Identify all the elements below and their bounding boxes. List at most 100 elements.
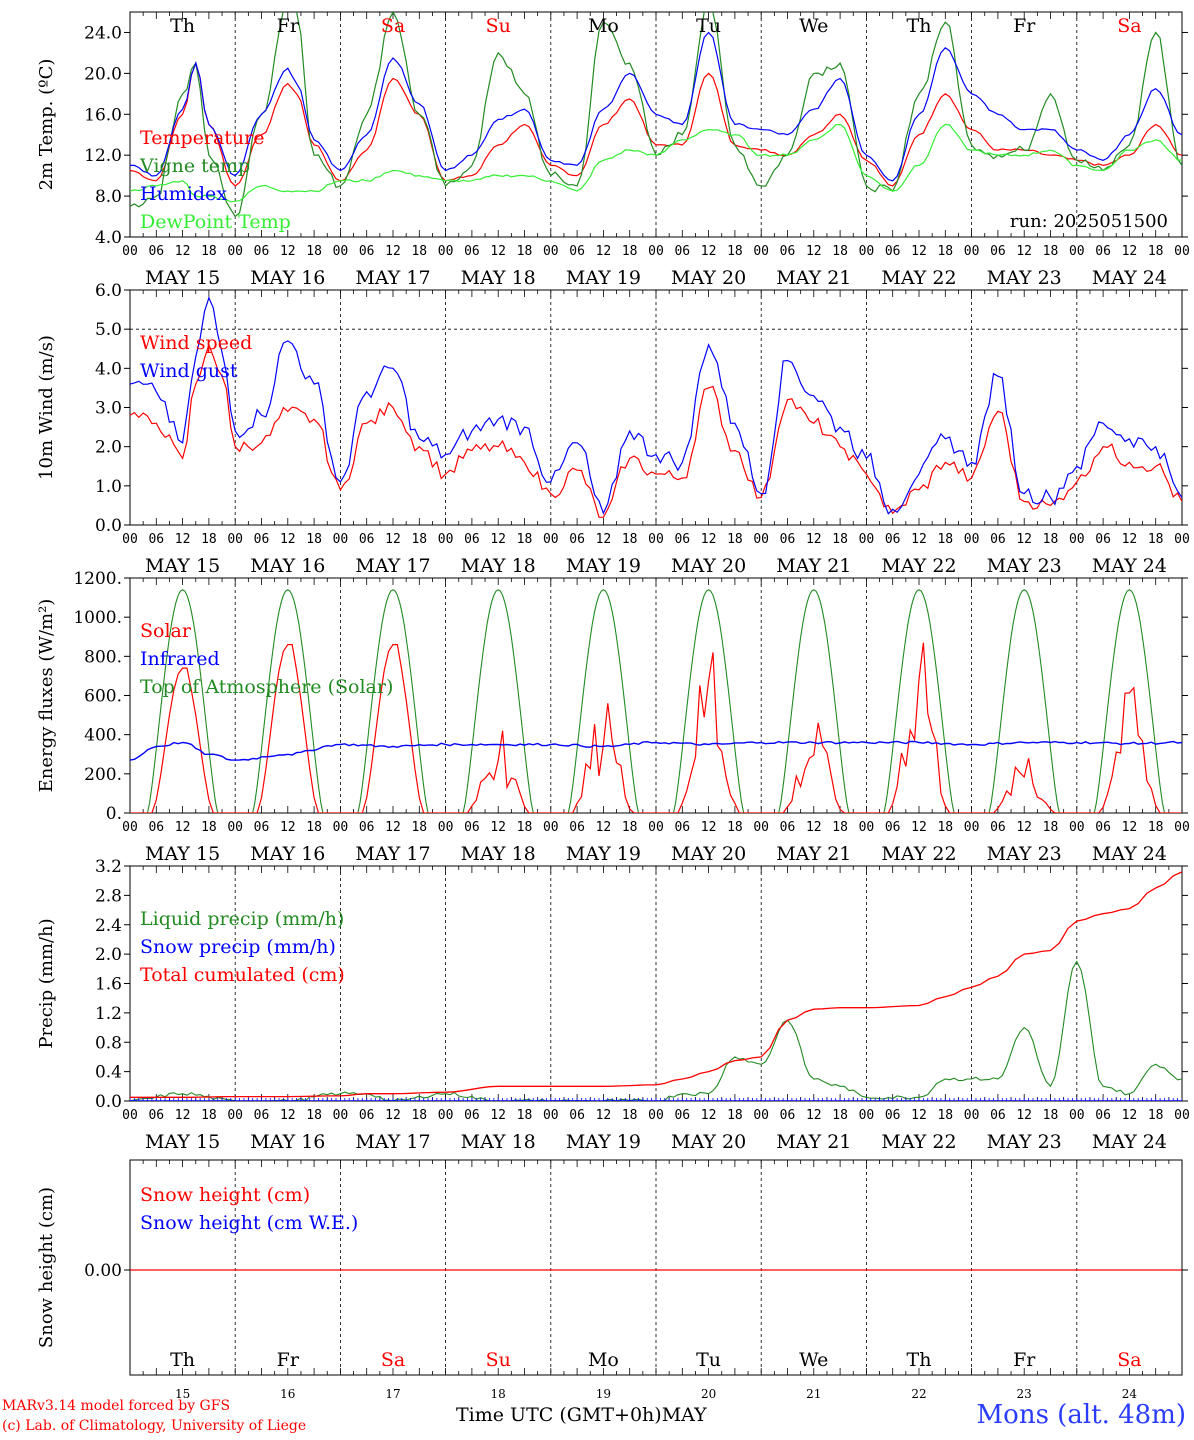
- x-hour-label: 12: [806, 532, 822, 547]
- x-hour-label: 00: [964, 1108, 980, 1123]
- x-hour-label: 06: [569, 1108, 585, 1123]
- x-hour-label: 06: [464, 1108, 480, 1123]
- day-number: 16: [280, 1387, 295, 1401]
- y-tick-label: 20.0: [84, 64, 122, 84]
- x-hour-label: 06: [780, 1108, 796, 1123]
- legend-entry: Top of Atmosphere (Solar): [140, 676, 393, 698]
- x-date-label: MAY 15: [145, 1131, 220, 1153]
- day-number: 17: [385, 1387, 400, 1401]
- x-hour-label: 06: [1095, 532, 1111, 547]
- x-hour-label: 12: [1016, 532, 1032, 547]
- x-hour-label: 06: [254, 820, 270, 835]
- x-hour-label: 12: [1016, 820, 1032, 835]
- x-hour-label: 00: [1069, 532, 1085, 547]
- station-name: Mons (alt. 48m): [976, 1400, 1186, 1430]
- x-hour-label: 00: [1174, 1108, 1190, 1123]
- x-axis-label: Time UTC (GMT+0h): [456, 1404, 662, 1426]
- x-hour-label: 06: [1095, 1108, 1111, 1123]
- x-hour-label: 06: [569, 820, 585, 835]
- x-date-label: MAY 22: [881, 267, 956, 289]
- x-hour-label: 12: [1016, 1108, 1032, 1123]
- x-hour-label: 06: [990, 1108, 1006, 1123]
- x-hour-label: 18: [937, 244, 953, 259]
- x-hour-label: 00: [753, 820, 769, 835]
- y-tick-label: 1200.: [73, 569, 122, 589]
- x-hour-label: 18: [832, 244, 848, 259]
- y-tick-label: 0.0: [95, 1092, 122, 1112]
- x-hour-label: 18: [937, 820, 953, 835]
- x-date-label: MAY 16: [250, 1131, 325, 1153]
- x-hour-label: 12: [280, 244, 296, 259]
- x-hour-label: 18: [622, 244, 638, 259]
- x-hour-label: 06: [885, 1108, 901, 1123]
- day-number: 19: [596, 1387, 611, 1401]
- day-name-top: Tu: [696, 15, 721, 37]
- x-date-label: MAY 23: [987, 1131, 1062, 1153]
- x-hour-label: 12: [806, 244, 822, 259]
- y-tick-label: 24.0: [84, 23, 122, 43]
- x-hour-label: 12: [280, 532, 296, 547]
- x-hour-label: 06: [359, 532, 375, 547]
- y-axis-label: Energy fluxes (W/m²): [36, 599, 57, 793]
- x-hour-label: 18: [411, 244, 427, 259]
- x-hour-label: 06: [148, 820, 164, 835]
- y-tick-label: 0.4: [95, 1063, 122, 1083]
- day-name-top: Fr: [1013, 15, 1036, 37]
- series-line-toa: [130, 589, 1182, 813]
- x-hour-label: 12: [701, 820, 717, 835]
- day-name-bottom: Mo: [588, 1349, 619, 1371]
- legend-entry: Humidex: [140, 183, 227, 205]
- day-name-top: Su: [486, 15, 511, 37]
- x-hour-label: 00: [227, 532, 243, 547]
- x-hour-label: 00: [1069, 244, 1085, 259]
- x-hour-label: 00: [1174, 532, 1190, 547]
- series-line-liquid: [130, 960, 1182, 1101]
- x-date-label: MAY 21: [776, 843, 851, 865]
- y-tick-label: 4.0: [95, 359, 122, 379]
- x-hour-label: 00: [1174, 820, 1190, 835]
- x-hour-label: 00: [333, 244, 349, 259]
- series-line-solar: [130, 642, 1182, 813]
- x-hour-label: 18: [1043, 532, 1059, 547]
- x-hour-label: 00: [438, 244, 454, 259]
- y-tick-label: 1.6: [95, 975, 122, 995]
- series-line-cumulated: [130, 871, 1182, 1098]
- legend-entry: Snow height (cm W.E.): [140, 1212, 358, 1234]
- x-hour-label: 18: [201, 532, 217, 547]
- x-date-label: MAY 19: [566, 1131, 641, 1153]
- x-hour-label: 06: [464, 532, 480, 547]
- x-hour-label: 06: [569, 244, 585, 259]
- x-hour-label: 12: [385, 244, 401, 259]
- legend-entry: Snow height (cm): [140, 1184, 310, 1206]
- x-hour-label: 12: [385, 820, 401, 835]
- x-hour-label: 18: [306, 532, 322, 547]
- series-line-1: [130, 61, 1182, 187]
- x-date-label: MAY 20: [671, 843, 746, 865]
- x-hour-label: 12: [596, 820, 612, 835]
- x-date-label: MAY 16: [250, 267, 325, 289]
- x-hour-label: 06: [148, 1108, 164, 1123]
- x-hour-label: 18: [1148, 820, 1164, 835]
- x-hour-label: 06: [885, 532, 901, 547]
- x-date-label: MAY 17: [355, 267, 430, 289]
- x-hour-label: 06: [780, 820, 796, 835]
- x-hour-label: 00: [648, 1108, 664, 1123]
- x-hour-label: 18: [411, 1108, 427, 1123]
- x-hour-label: 06: [674, 1108, 690, 1123]
- x-hour-label: 12: [175, 1108, 191, 1123]
- x-hour-label: 18: [832, 1108, 848, 1123]
- x-date-label: MAY 22: [881, 843, 956, 865]
- y-tick-label: 1.0: [95, 477, 122, 497]
- x-date-label: MAY 21: [776, 555, 851, 577]
- x-hour-label: 12: [911, 820, 927, 835]
- y-tick-label: 400.: [84, 726, 122, 746]
- legend-entry: Infrared: [140, 648, 220, 670]
- x-hour-label: 18: [832, 820, 848, 835]
- x-hour-label: 00: [227, 1108, 243, 1123]
- day-number: 24: [1122, 1387, 1138, 1401]
- x-hour-label: 18: [517, 820, 533, 835]
- day-name-bottom: Fr: [1013, 1349, 1036, 1371]
- x-hour-label: 00: [227, 820, 243, 835]
- x-date-label: MAY 15: [145, 555, 220, 577]
- day-name-bottom: Sa: [381, 1349, 405, 1371]
